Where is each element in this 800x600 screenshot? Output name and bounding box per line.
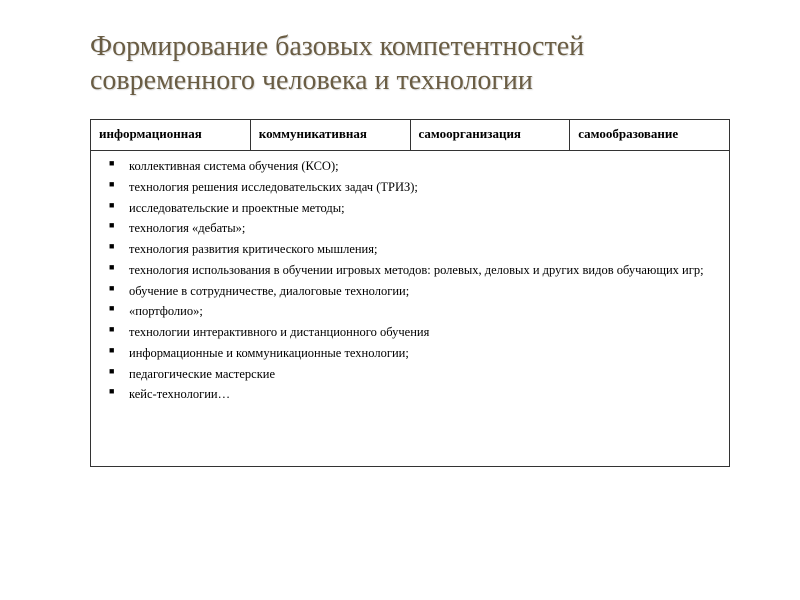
- list-item: технология решения исследовательских зад…: [129, 178, 719, 199]
- technologies-list: коллективная система обучения (КСО); тех…: [101, 157, 719, 406]
- list-item: педагогические мастерские: [129, 365, 719, 386]
- col-header-informational: информационная: [91, 120, 251, 151]
- col-header-selfeducation: самообразование: [570, 120, 730, 151]
- list-item: технология развития критического мышлени…: [129, 240, 719, 261]
- list-item: исследовательские и проектные методы;: [129, 199, 719, 220]
- list-item: технология «дебаты»;: [129, 219, 719, 240]
- col-header-selforganization: самоорганизация: [410, 120, 570, 151]
- list-item: обучение в сотрудничестве, диалоговые те…: [129, 282, 719, 303]
- list-item: кейс-технологии…: [129, 385, 719, 406]
- slide: Формирование базовых компетентностей сов…: [0, 0, 800, 600]
- competencies-table: информационная коммуникативная самоорган…: [90, 119, 730, 467]
- list-item: технология использования в обучении игро…: [129, 261, 719, 282]
- list-item: технологии интерактивного и дистанционно…: [129, 323, 719, 344]
- table-header-row: информационная коммуникативная самоорган…: [91, 120, 730, 151]
- list-item: информационные и коммуникационные технол…: [129, 344, 719, 365]
- table-body-row: коллективная система обучения (КСО); тех…: [91, 151, 730, 467]
- slide-title: Формирование базовых компетентностей сов…: [90, 30, 740, 97]
- list-item: «портфолио»;: [129, 302, 719, 323]
- list-item: коллективная система обучения (КСО);: [129, 157, 719, 178]
- technologies-cell: коллективная система обучения (КСО); тех…: [91, 151, 730, 467]
- col-header-communicative: коммуникативная: [250, 120, 410, 151]
